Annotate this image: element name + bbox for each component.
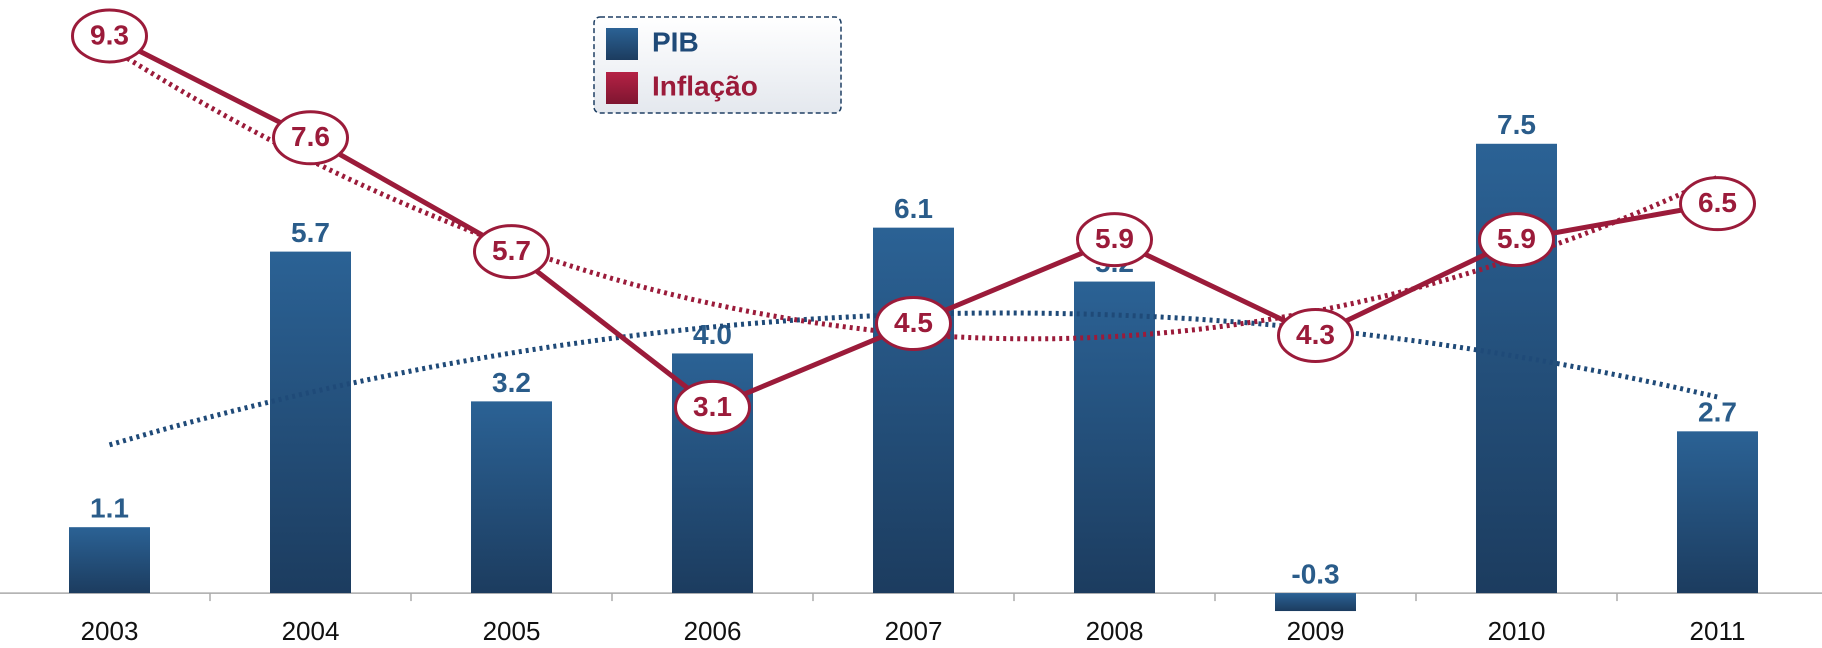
- point-value-label: 9.3: [90, 19, 129, 50]
- bar-value-label: 1.1: [90, 493, 129, 524]
- point-value-label: 5.9: [1497, 223, 1536, 254]
- point-value-label: 4.3: [1296, 319, 1335, 350]
- legend-swatch: [606, 72, 638, 104]
- legend: PIB Inflação: [593, 16, 842, 114]
- point-marker: [1277, 307, 1354, 363]
- point-marker: [875, 295, 952, 351]
- point-value-label: 7.6: [291, 121, 330, 152]
- bar: [471, 401, 552, 594]
- bar-value-label: 5.7: [291, 217, 330, 248]
- x-tick-label: 2008: [1086, 616, 1144, 646]
- x-tick-label: 2010: [1488, 616, 1546, 646]
- point-marker: [1679, 176, 1756, 232]
- point-value-label: 5.9: [1095, 223, 1134, 254]
- bar-value-label: 3.2: [492, 367, 531, 398]
- x-tick-label: 2004: [282, 616, 340, 646]
- legend-swatch: [606, 28, 638, 60]
- point-marker: [272, 110, 349, 166]
- bar: [1275, 593, 1356, 612]
- bar-value-label: 4.0: [693, 319, 732, 350]
- point-value-label: 6.5: [1698, 187, 1737, 218]
- point-marker: [71, 8, 148, 64]
- bar: [1677, 431, 1758, 594]
- bar: [1476, 143, 1557, 594]
- x-tick-label: 2006: [684, 616, 742, 646]
- point-marker: [1478, 212, 1555, 268]
- legend-box: [593, 16, 842, 114]
- legend-label: Inflação: [652, 70, 758, 101]
- point-marker: [473, 224, 550, 280]
- bar: [270, 251, 351, 594]
- point-marker: [1076, 212, 1153, 268]
- bar: [1074, 281, 1155, 594]
- bar: [69, 527, 150, 594]
- x-tick-label: 2007: [885, 616, 943, 646]
- bar-value-label: 7.5: [1497, 109, 1536, 140]
- legend-label: PIB: [652, 26, 699, 57]
- point-value-label: 5.7: [492, 235, 531, 266]
- x-tick-label: 2011: [1690, 616, 1746, 646]
- point-value-label: 4.5: [894, 307, 933, 338]
- point-value-label: 3.1: [693, 391, 732, 422]
- x-tick-label: 2009: [1287, 616, 1345, 646]
- point-marker: [674, 379, 751, 435]
- x-tick-label: 2005: [483, 616, 541, 646]
- bar-value-label: -0.3: [1291, 558, 1339, 589]
- bar-value-label: 2.7: [1698, 397, 1737, 428]
- bar: [873, 227, 954, 594]
- bar-value-label: 6.1: [894, 193, 933, 224]
- x-tick-label: 2003: [81, 616, 139, 646]
